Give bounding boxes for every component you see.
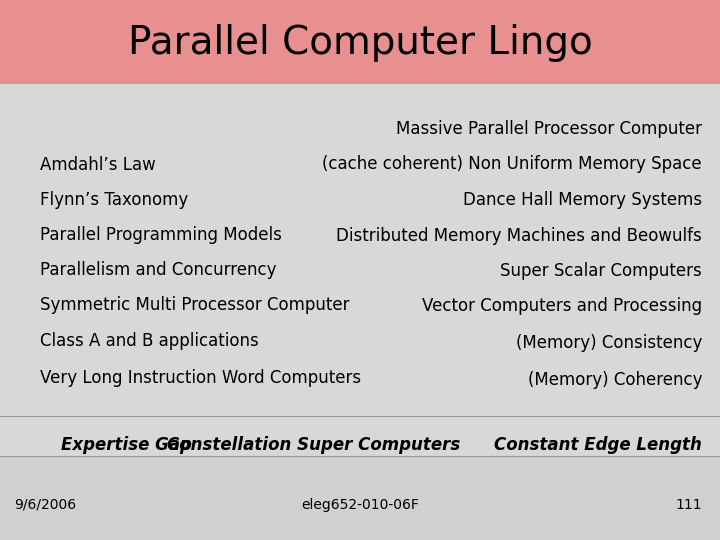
Bar xyxy=(0,84,720,456)
Text: (Memory) Consistency: (Memory) Consistency xyxy=(516,334,702,353)
Text: 111: 111 xyxy=(675,498,702,512)
Text: Dance Hall Memory Systems: Dance Hall Memory Systems xyxy=(463,191,702,209)
Text: Distributed Memory Machines and Beowulfs: Distributed Memory Machines and Beowulfs xyxy=(336,227,702,245)
Text: Very Long Instruction Word Computers: Very Long Instruction Word Computers xyxy=(40,369,361,387)
Text: Amdahl’s Law: Amdahl’s Law xyxy=(40,156,156,174)
Text: Vector Computers and Processing: Vector Computers and Processing xyxy=(422,297,702,315)
Text: Parallel Computer Lingo: Parallel Computer Lingo xyxy=(127,24,593,62)
Text: Constant Edge Length: Constant Edge Length xyxy=(494,436,702,455)
Text: Constellation Super Computers: Constellation Super Computers xyxy=(166,436,460,455)
Text: (cache coherent) Non Uniform Memory Space: (cache coherent) Non Uniform Memory Spac… xyxy=(323,154,702,173)
Text: Expertise Gap: Expertise Gap xyxy=(61,436,192,455)
Text: Parallel Programming Models: Parallel Programming Models xyxy=(40,226,282,244)
Text: Super Scalar Computers: Super Scalar Computers xyxy=(500,262,702,280)
Text: 9/6/2006: 9/6/2006 xyxy=(14,498,76,512)
Text: Flynn’s Taxonomy: Flynn’s Taxonomy xyxy=(40,191,188,209)
Text: eleg652-010-06F: eleg652-010-06F xyxy=(301,498,419,512)
Text: (Memory) Coherency: (Memory) Coherency xyxy=(528,370,702,389)
Text: Class A and B applications: Class A and B applications xyxy=(40,332,258,350)
Text: Massive Parallel Processor Computer: Massive Parallel Processor Computer xyxy=(396,119,702,138)
Bar xyxy=(0,0,720,84)
Text: Symmetric Multi Processor Computer: Symmetric Multi Processor Computer xyxy=(40,296,349,314)
Text: Parallelism and Concurrency: Parallelism and Concurrency xyxy=(40,261,276,279)
